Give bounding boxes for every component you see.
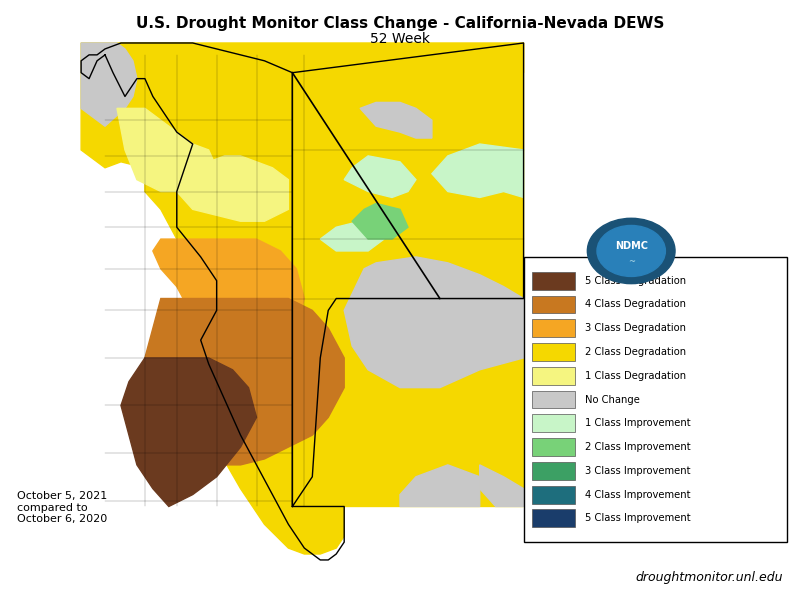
Polygon shape xyxy=(121,358,257,506)
Text: 4 Class Degradation: 4 Class Degradation xyxy=(585,300,686,309)
Polygon shape xyxy=(352,204,408,239)
FancyBboxPatch shape xyxy=(531,319,575,337)
FancyBboxPatch shape xyxy=(531,462,575,480)
Polygon shape xyxy=(145,298,344,465)
Circle shape xyxy=(597,226,666,276)
Text: 5 Class Degradation: 5 Class Degradation xyxy=(585,276,686,286)
FancyBboxPatch shape xyxy=(531,272,575,290)
Text: 1 Class Degradation: 1 Class Degradation xyxy=(585,371,686,381)
Polygon shape xyxy=(480,465,523,506)
Text: 2 Class Improvement: 2 Class Improvement xyxy=(585,442,690,452)
FancyBboxPatch shape xyxy=(523,257,786,542)
Circle shape xyxy=(587,219,675,284)
Polygon shape xyxy=(161,156,288,221)
FancyBboxPatch shape xyxy=(531,509,575,527)
Polygon shape xyxy=(81,43,523,554)
Text: October 5, 2021
compared to
October 6, 2020: October 5, 2021 compared to October 6, 2… xyxy=(18,491,107,524)
Text: NDMC: NDMC xyxy=(614,241,648,251)
Polygon shape xyxy=(344,156,416,198)
Text: 3 Class Improvement: 3 Class Improvement xyxy=(585,466,690,476)
Polygon shape xyxy=(81,43,137,126)
Polygon shape xyxy=(320,221,384,251)
Text: 3 Class Degradation: 3 Class Degradation xyxy=(585,323,686,333)
FancyBboxPatch shape xyxy=(531,486,575,503)
FancyBboxPatch shape xyxy=(531,414,575,432)
Polygon shape xyxy=(292,43,523,73)
Text: U.S. Drought Monitor Class Change - California-Nevada DEWS: U.S. Drought Monitor Class Change - Cali… xyxy=(136,16,664,31)
Polygon shape xyxy=(360,103,432,138)
Polygon shape xyxy=(153,239,304,370)
Text: 5 Class Improvement: 5 Class Improvement xyxy=(585,513,690,524)
FancyBboxPatch shape xyxy=(531,390,575,408)
FancyBboxPatch shape xyxy=(531,367,575,384)
FancyBboxPatch shape xyxy=(531,296,575,313)
Polygon shape xyxy=(400,465,480,506)
Text: 4 Class Improvement: 4 Class Improvement xyxy=(585,490,690,500)
Text: ~: ~ xyxy=(628,257,634,266)
Polygon shape xyxy=(432,144,523,198)
Text: No Change: No Change xyxy=(585,395,640,405)
FancyBboxPatch shape xyxy=(531,438,575,456)
Text: droughtmonitor.unl.edu: droughtmonitor.unl.edu xyxy=(635,571,782,584)
FancyBboxPatch shape xyxy=(531,343,575,361)
Polygon shape xyxy=(117,108,217,192)
Text: 52 Week: 52 Week xyxy=(370,32,430,47)
Text: 2 Class Degradation: 2 Class Degradation xyxy=(585,347,686,357)
Polygon shape xyxy=(344,257,523,387)
Text: 1 Class Improvement: 1 Class Improvement xyxy=(585,418,690,428)
